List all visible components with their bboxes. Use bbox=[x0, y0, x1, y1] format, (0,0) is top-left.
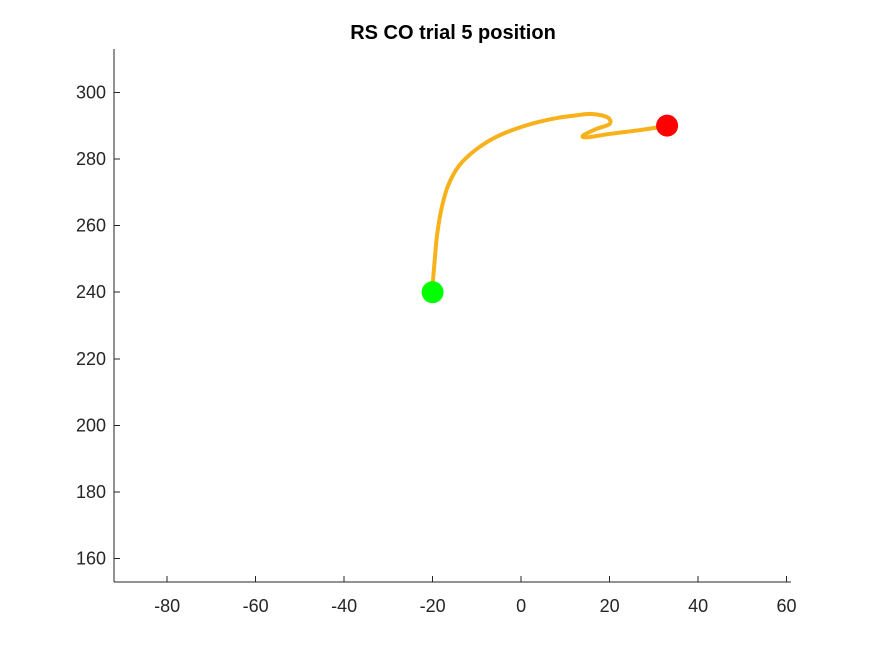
y-tick-label: 280 bbox=[76, 149, 106, 169]
trajectory-line bbox=[430, 111, 670, 288]
y-tick-label: 220 bbox=[76, 349, 106, 369]
y-tick-label: 260 bbox=[76, 216, 106, 236]
y-tick-label: 200 bbox=[76, 415, 106, 435]
x-tick-label: 60 bbox=[777, 596, 797, 616]
x-tick-label: 40 bbox=[688, 596, 708, 616]
y-tick-label: 160 bbox=[76, 549, 106, 569]
x-tick-label: 0 bbox=[516, 596, 526, 616]
chart-title: RS CO trial 5 position bbox=[350, 22, 556, 44]
x-tick-label: -40 bbox=[331, 596, 357, 616]
x-tick-label: -80 bbox=[154, 596, 180, 616]
axes: -80 -60 -40 -20 0 20 40 60 160 180 200 220 240 260 280… bbox=[76, 49, 797, 616]
y-tick-label: 180 bbox=[76, 482, 106, 502]
y-tick-label: 240 bbox=[76, 282, 106, 302]
y-tick-label: 300 bbox=[76, 82, 106, 102]
plot-area bbox=[421, 111, 679, 304]
x-tick-label: 20 bbox=[600, 596, 620, 616]
end-marker bbox=[656, 114, 679, 137]
start-marker bbox=[421, 281, 444, 304]
x-tick-label: -60 bbox=[243, 596, 269, 616]
x-tick-label: -20 bbox=[420, 596, 446, 616]
